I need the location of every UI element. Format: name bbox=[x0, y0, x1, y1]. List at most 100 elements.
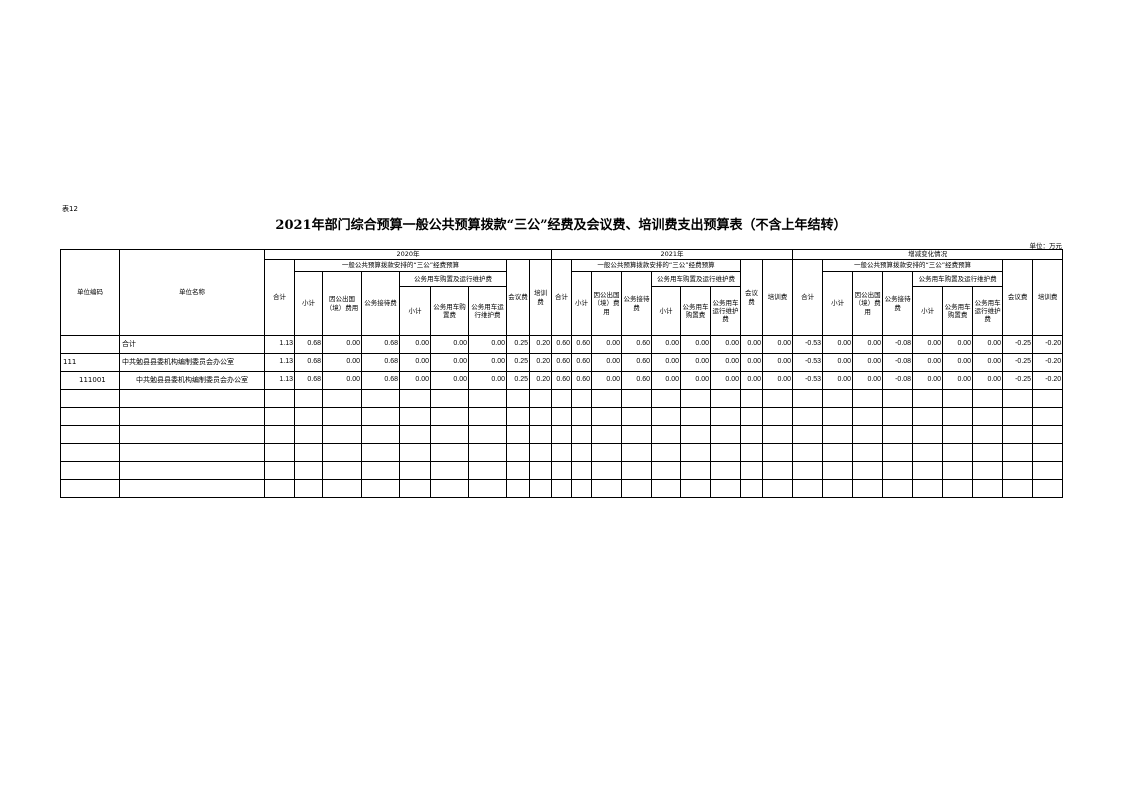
unit-name-cell bbox=[119, 443, 265, 462]
value-cell: 0.00 bbox=[399, 335, 431, 354]
header-vehicle: 公务用车购置及运行维护费 bbox=[651, 271, 742, 287]
value-cell bbox=[972, 389, 1004, 408]
value-cell bbox=[551, 443, 573, 462]
value-cell bbox=[571, 443, 593, 462]
header-reception: 公务接待费 bbox=[621, 271, 653, 336]
value-cell: 1.13 bbox=[264, 353, 295, 372]
value-cell bbox=[882, 389, 914, 408]
value-cell bbox=[822, 443, 854, 462]
value-cell: 0.00 bbox=[430, 335, 469, 354]
header-sangong: 一般公共预算拨款安排的“三公”经费预算 bbox=[294, 259, 507, 272]
unit-name-cell bbox=[119, 425, 265, 444]
table-row bbox=[60, 425, 1064, 444]
value-cell bbox=[621, 443, 653, 462]
value-cell bbox=[822, 425, 854, 444]
table-row: 111001 中共勉县县委机构编制委员会办公室 1.13 0.68 0.00 0.68 0.… bbox=[60, 371, 1064, 390]
value-cell bbox=[651, 443, 682, 462]
unit-code-cell: 111 bbox=[60, 353, 120, 372]
value-cell bbox=[972, 425, 1004, 444]
value-cell bbox=[621, 479, 653, 498]
value-cell bbox=[551, 407, 573, 426]
value-cell bbox=[591, 461, 623, 480]
header-unit-name: 单位名称 bbox=[119, 249, 265, 336]
value-cell: 0.68 bbox=[361, 335, 400, 354]
value-cell: 0.68 bbox=[294, 335, 323, 354]
value-cell bbox=[852, 425, 884, 444]
value-cell: -0.25 bbox=[1002, 335, 1034, 354]
value-cell bbox=[680, 443, 712, 462]
header-maintenance: 公务用车运行维护费 bbox=[468, 286, 507, 336]
value-cell bbox=[710, 461, 742, 480]
value-cell: -0.25 bbox=[1002, 353, 1034, 372]
value-cell bbox=[361, 389, 400, 408]
value-cell: 0.60 bbox=[571, 353, 593, 372]
value-cell bbox=[740, 407, 764, 426]
value-cell: 0.20 bbox=[528, 371, 553, 390]
unit-code-cell bbox=[60, 425, 120, 444]
value-cell bbox=[651, 479, 682, 498]
value-cell: 0.00 bbox=[322, 335, 362, 354]
unit-name-cell bbox=[119, 389, 265, 408]
value-cell: 0.00 bbox=[322, 371, 362, 390]
value-cell bbox=[264, 407, 295, 426]
value-cell bbox=[551, 425, 573, 444]
value-cell bbox=[430, 407, 469, 426]
value-cell bbox=[792, 479, 824, 498]
value-cell bbox=[942, 479, 974, 498]
value-cell bbox=[468, 425, 507, 444]
value-cell bbox=[972, 407, 1004, 426]
value-cell: -0.08 bbox=[882, 353, 914, 372]
value-cell: 0.00 bbox=[912, 335, 944, 354]
value-cell bbox=[882, 479, 914, 498]
table-row bbox=[60, 479, 1064, 498]
header-subtotal: 小计 bbox=[294, 271, 323, 336]
value-cell: 0.00 bbox=[740, 335, 764, 354]
value-cell bbox=[294, 443, 323, 462]
value-cell bbox=[571, 407, 593, 426]
value-cell bbox=[1002, 479, 1034, 498]
value-cell bbox=[1002, 389, 1034, 408]
value-cell: 0.00 bbox=[972, 335, 1004, 354]
value-cell bbox=[264, 479, 295, 498]
unit-code-cell bbox=[60, 443, 120, 462]
value-cell: 0.60 bbox=[621, 371, 653, 390]
value-cell bbox=[942, 425, 974, 444]
value-cell: 0.00 bbox=[942, 353, 974, 372]
value-cell: 0.00 bbox=[591, 371, 623, 390]
value-cell bbox=[361, 407, 400, 426]
value-cell bbox=[322, 443, 362, 462]
value-cell: 0.00 bbox=[651, 371, 682, 390]
value-cell bbox=[680, 425, 712, 444]
value-cell: 0.68 bbox=[361, 371, 400, 390]
header-abroad: 因公出国（境）费用 bbox=[852, 271, 884, 336]
header-purchase: 公务用车购置费 bbox=[942, 286, 974, 336]
value-cell bbox=[1032, 443, 1064, 462]
value-cell: -0.53 bbox=[792, 353, 824, 372]
value-cell: 0.60 bbox=[551, 371, 573, 390]
value-cell: 0.00 bbox=[852, 371, 884, 390]
value-cell: 0.00 bbox=[912, 353, 944, 372]
value-cell bbox=[852, 407, 884, 426]
value-cell bbox=[680, 389, 712, 408]
value-cell bbox=[506, 389, 530, 408]
value-cell bbox=[551, 389, 573, 408]
value-cell bbox=[361, 461, 400, 480]
value-cell bbox=[571, 389, 593, 408]
value-cell: 0.00 bbox=[468, 371, 507, 390]
value-cell bbox=[762, 425, 794, 444]
value-cell: 0.00 bbox=[972, 353, 1004, 372]
header-meeting: 会议费 bbox=[740, 259, 764, 336]
table-row: 111 中共勉县县委机构编制委员会办公室 1.13 0.68 0.00 0.68 0.00 0… bbox=[60, 353, 1064, 372]
value-cell bbox=[621, 407, 653, 426]
value-cell: 0.00 bbox=[710, 353, 742, 372]
value-cell: 0.68 bbox=[361, 353, 400, 372]
value-cell: 0.00 bbox=[942, 335, 974, 354]
header-training: 培训费 bbox=[528, 259, 553, 336]
value-cell bbox=[264, 443, 295, 462]
value-cell: 0.68 bbox=[294, 353, 323, 372]
value-cell bbox=[852, 389, 884, 408]
value-cell bbox=[551, 479, 573, 498]
header-group: 2020年 bbox=[263, 249, 553, 260]
header-group: 2021年 bbox=[551, 249, 794, 260]
value-cell bbox=[1002, 407, 1034, 426]
